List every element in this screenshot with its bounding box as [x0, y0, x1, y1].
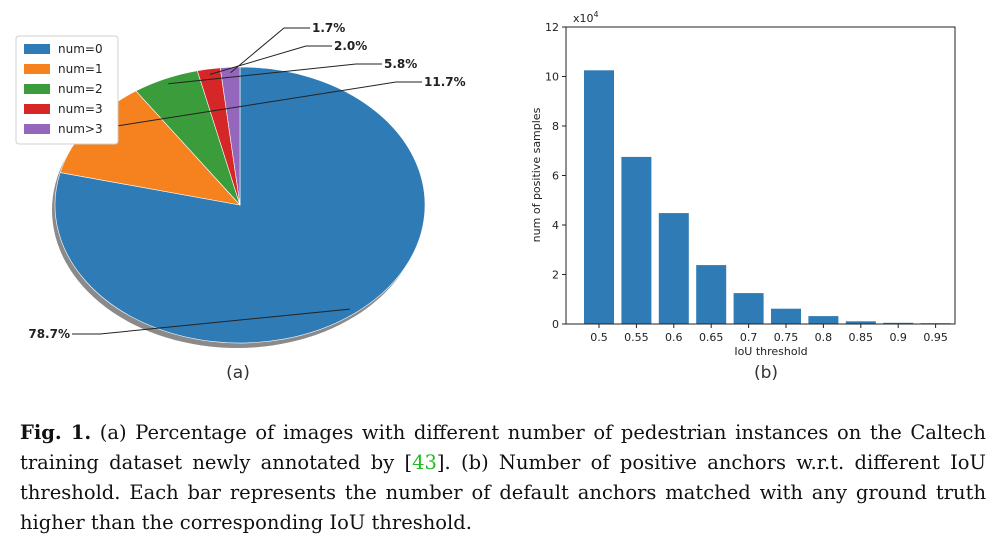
caption-figure-label: Fig. 1.: [20, 421, 92, 444]
legend-swatch-3: [24, 84, 50, 94]
legend-frame: [15, 35, 119, 145]
pie-value-label-1: 78.7%: [28, 327, 70, 341]
x-tick-label-3: 0.6: [665, 331, 683, 344]
legend-label-2: num=1: [58, 62, 103, 76]
pie-slice-1: [54, 66, 426, 344]
x-tick-label-5: 0.7: [740, 331, 758, 344]
x-tick-label-8: 0.85: [849, 331, 874, 344]
bar-7: [808, 316, 839, 324]
x-tick-label-4: 0.65: [699, 331, 724, 344]
bar-y-axis-label: num of positive samples: [530, 107, 543, 242]
x-tick-label-2: 0.55: [624, 331, 649, 344]
y-tick-label-7: 12: [545, 21, 559, 34]
bar-chart: 0 2 4 6 8 10 12 0.5 0.55 0.6 0.65 0.7 0.75 0.8 0.85 0.…: [530, 10, 956, 358]
pie-value-label-4: 2.0%: [334, 39, 367, 53]
x-tick-label-10: 0.95: [923, 331, 948, 344]
caption-citation-link[interactable]: 43: [412, 451, 437, 474]
bar-4: [696, 265, 727, 324]
bar-2: [621, 156, 652, 324]
pie-leader-line-1: [72, 308, 350, 335]
pie-leader-line-4: [209, 45, 332, 75]
x-tick-label-9: 0.9: [889, 331, 907, 344]
bar-9: [883, 322, 914, 324]
pie-value-label-2: 11.7%: [424, 75, 466, 89]
pie-value-label-3: 5.8%: [384, 57, 417, 71]
pie-leader-line-2: [93, 81, 422, 131]
bar-3: [658, 213, 689, 324]
pie-legend: num=0 num=1 num=2 num=3 num>3: [15, 35, 119, 145]
y-tick-label-5: 8: [552, 120, 559, 133]
y-tick-label-1: 0: [552, 318, 559, 331]
bar-8: [845, 321, 876, 324]
legend-label-5: num>3: [58, 122, 103, 136]
legend-label-3: num=2: [58, 82, 103, 96]
x-tick-label-6: 0.75: [774, 331, 799, 344]
y-tick-label-6: 10: [545, 71, 559, 84]
bar-y-multiplier: x104: [573, 10, 599, 25]
pie-slice-5: [219, 66, 241, 206]
pie-chart: 78.7%11.7%5.8%2.0%1.7% num=0num=1num=2nu…: [15, 21, 466, 348]
legend-label-4: num=3: [58, 102, 103, 116]
pie-value-label-5: 1.7%: [312, 21, 345, 35]
bar-5: [733, 293, 764, 324]
y-tick-label-3: 4: [552, 219, 559, 232]
figure-caption: Fig. 1. (a) Percentage of images with di…: [20, 418, 986, 538]
legend-swatch-2: [24, 64, 50, 74]
panel-label-b: (b): [754, 363, 778, 383]
legend-swatch-4: [24, 104, 50, 114]
bar-6: [771, 308, 801, 324]
bar-1: [584, 70, 614, 324]
caption-text-part2: ]. (b) Number of positive anchors w.r.t.…: [20, 451, 986, 534]
bar-x-axis-label: IoU threshold: [734, 345, 807, 358]
x-tick-label-1: 0.5: [590, 331, 608, 344]
y-tick-label-4: 6: [552, 170, 559, 183]
caption-text-part1: (a) Percentage of images with different …: [20, 421, 986, 474]
x-tick-label-7: 0.8: [815, 331, 833, 344]
legend-swatch-5: [24, 124, 50, 134]
panel-label-a: (a): [226, 363, 250, 383]
legend-label-1: num=0: [58, 42, 103, 56]
pie-leader-line-5: [230, 27, 310, 74]
y-tick-label-2: 2: [552, 269, 559, 282]
legend-swatch-1: [24, 44, 50, 54]
pie-leader-line-3: [168, 63, 382, 85]
